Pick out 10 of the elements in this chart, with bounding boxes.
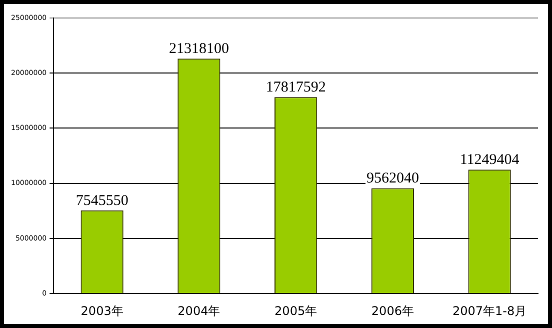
x-tick-label: 2007年1-8月 (452, 304, 527, 318)
x-tick-label: 2005年 (274, 304, 318, 318)
data-label: 17817592 (266, 80, 326, 96)
data-label: 7545550 (76, 192, 128, 209)
x-tick-label: 2006年 (371, 304, 414, 318)
x-tick-label: 2004年 (178, 304, 220, 318)
x-tick-label: 2003年 (80, 304, 124, 318)
data-label: 11249404 (460, 152, 520, 168)
data-label: 21318100 (168, 41, 229, 58)
data-label: 9562040 (366, 170, 419, 187)
